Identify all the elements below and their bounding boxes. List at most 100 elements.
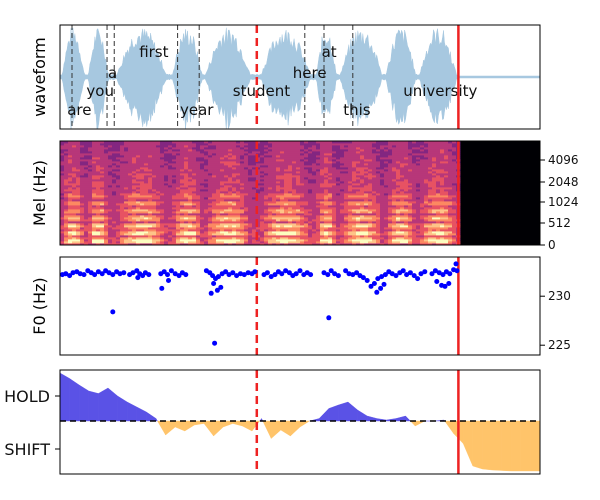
mel-cell xyxy=(216,165,221,168)
mel-cell xyxy=(84,171,89,174)
mel-cell xyxy=(424,159,429,162)
mel-cell xyxy=(424,167,429,170)
mel-cell xyxy=(352,141,357,144)
mel-cell xyxy=(224,143,229,146)
mel-cell xyxy=(236,197,241,200)
mel-cell xyxy=(276,205,281,208)
mel-cell xyxy=(428,207,433,210)
mel-cell xyxy=(64,181,69,184)
mel-cell xyxy=(364,205,369,208)
mel-cell xyxy=(396,157,401,160)
mel-cell xyxy=(108,219,113,222)
mel-cell xyxy=(88,185,93,188)
mel-cell xyxy=(288,191,293,194)
mel-cell xyxy=(344,191,349,194)
mel-cell xyxy=(360,197,365,200)
mel-cell xyxy=(220,191,225,194)
mel-cell xyxy=(432,161,437,164)
mel-cell xyxy=(220,219,225,222)
mel-cell xyxy=(376,203,381,206)
mel-cell xyxy=(244,211,249,214)
mel-cell xyxy=(264,235,269,238)
mel-cell xyxy=(412,163,417,166)
mel-cell xyxy=(228,197,233,200)
mel-cell xyxy=(180,217,185,220)
mel-cell xyxy=(244,145,249,148)
mel-cell xyxy=(428,189,433,192)
mel-cell xyxy=(292,187,297,190)
mel-cell xyxy=(284,237,289,240)
mel-cell xyxy=(168,165,173,168)
mel-cell xyxy=(64,161,69,164)
mel-cell xyxy=(432,147,437,150)
mel-cell xyxy=(332,151,337,154)
mel-cell xyxy=(248,205,253,208)
mel-cell xyxy=(260,207,265,210)
mel-cell xyxy=(416,229,421,232)
mel-cell xyxy=(128,167,133,170)
mel-cell xyxy=(428,201,433,204)
mel-cell xyxy=(216,217,221,220)
mel-cell xyxy=(256,141,261,144)
mel-cell xyxy=(288,145,293,148)
mel-cell xyxy=(368,227,373,230)
mel-cell xyxy=(260,151,265,154)
mel-cell xyxy=(108,237,113,240)
mel-cell xyxy=(68,171,73,174)
mel-cell xyxy=(244,171,249,174)
mel-cell xyxy=(164,239,169,242)
mel-cell xyxy=(140,181,145,184)
mel-cell xyxy=(324,209,329,212)
mel-cell xyxy=(372,229,377,232)
mel-cell xyxy=(400,229,405,232)
mel-cell xyxy=(312,225,317,228)
mel-cell xyxy=(344,217,349,220)
mel-cell xyxy=(152,211,157,214)
mel-cell xyxy=(60,183,65,186)
mel-cell xyxy=(344,225,349,228)
mel-cell xyxy=(328,225,333,228)
mel-cell xyxy=(180,201,185,204)
mel-cell xyxy=(88,191,93,194)
mel-cell xyxy=(320,225,325,228)
mel-cell xyxy=(288,189,293,192)
mel-cell xyxy=(76,237,81,240)
mel-cell xyxy=(408,201,413,204)
mel-cell xyxy=(124,193,129,196)
mel-cell xyxy=(432,241,437,244)
mel-cell xyxy=(316,227,321,230)
mel-cell xyxy=(416,153,421,156)
mel-cell xyxy=(128,173,133,176)
mel-cell xyxy=(144,171,149,174)
mel-cell xyxy=(392,241,397,244)
mel-cell xyxy=(316,219,321,222)
mel-cell xyxy=(124,213,129,216)
mel-cell xyxy=(312,239,317,242)
mel-cell xyxy=(256,205,261,208)
mel-cell xyxy=(104,141,109,144)
mel-cell xyxy=(360,225,365,228)
mel-cell xyxy=(128,205,133,208)
mel-cell xyxy=(328,227,333,230)
mel-cell xyxy=(384,199,389,202)
mel-cell xyxy=(132,239,137,242)
mel-cell xyxy=(268,213,273,216)
mel-cell xyxy=(420,191,425,194)
mel-cell xyxy=(356,169,361,172)
mel-cell xyxy=(96,185,101,188)
mel-cell xyxy=(328,145,333,148)
mel-cell xyxy=(200,153,205,156)
mel-cell xyxy=(248,147,253,150)
mel-cell xyxy=(256,181,261,184)
mel-cell xyxy=(416,181,421,184)
mel-cell xyxy=(104,239,109,242)
mel-cell xyxy=(128,153,133,156)
mel-cell xyxy=(364,215,369,218)
mel-cell xyxy=(76,209,81,212)
mel-cell xyxy=(280,167,285,170)
mel-cell xyxy=(384,235,389,238)
mel-cell xyxy=(152,199,157,202)
mel-cell xyxy=(384,157,389,160)
mel-cell xyxy=(176,163,181,166)
mel-cell xyxy=(200,191,205,194)
